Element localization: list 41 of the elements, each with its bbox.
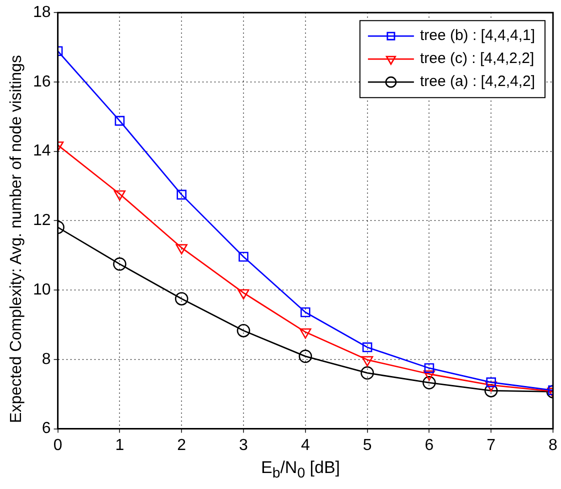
y-tick-label: 16	[33, 73, 51, 90]
x-tick-label: 8	[548, 436, 558, 454]
point	[176, 244, 188, 254]
point	[176, 190, 186, 200]
point	[484, 384, 498, 398]
point	[360, 366, 374, 380]
point	[300, 307, 310, 318]
y-tick-label: 6	[42, 420, 51, 438]
point	[362, 342, 372, 352]
y-axis-title: Expected Complexity: Avg. number of node visitings	[8, 54, 26, 425]
point	[114, 116, 125, 126]
legend-label: tree (a) : [4,2,4,2]	[420, 73, 536, 90]
x-tick-label: 2	[177, 436, 186, 454]
x-tick-label: 7	[486, 436, 496, 454]
y-tick-label: 12	[33, 212, 51, 230]
point	[423, 370, 436, 381]
x-tick-label: 1	[115, 436, 124, 454]
y-tick-label: 18	[33, 4, 51, 22]
y-tick-label: 8	[42, 350, 51, 368]
point	[238, 252, 248, 262]
y-tick-label: 10	[33, 281, 51, 298]
legend-label: tree (b) : [4,4,4,1]	[420, 27, 536, 44]
point	[422, 376, 436, 390]
legend-label: tree (c) : [4,4,2,2]	[420, 50, 534, 68]
x-tick-label: 4	[300, 436, 310, 454]
point	[486, 377, 496, 388]
point	[114, 190, 126, 201]
point	[424, 363, 434, 373]
x-tick-label: 5	[362, 436, 372, 454]
x-tick-label: 6	[424, 436, 434, 454]
point	[298, 350, 312, 363]
point	[113, 257, 126, 271]
y-tick-label: 14	[33, 142, 51, 160]
point	[361, 356, 374, 366]
point	[238, 289, 250, 300]
x-tick-label: 0	[53, 436, 62, 454]
point	[174, 292, 188, 306]
x-axis-title: E$_{b}$/N$_{0}$ [dB]	[260, 458, 342, 482]
x-tick-label: 3	[239, 436, 248, 454]
point	[236, 324, 250, 338]
point	[300, 328, 312, 339]
